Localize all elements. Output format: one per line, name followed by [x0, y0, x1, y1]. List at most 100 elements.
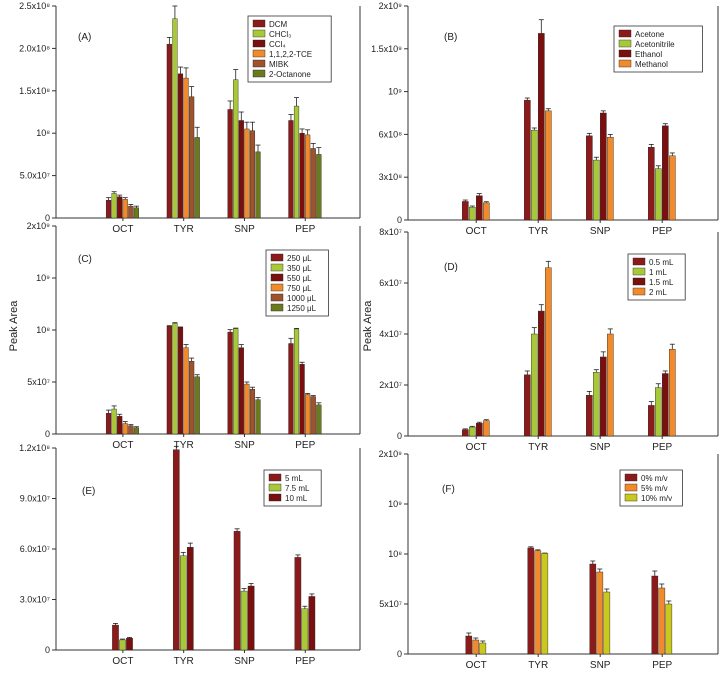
- x-tick-label: TYR: [174, 440, 194, 451]
- legend-label: 2 mL: [649, 288, 667, 297]
- bar: [648, 405, 655, 437]
- bar: [247, 585, 255, 651]
- y-tick-label: 5x10⁷: [27, 377, 50, 387]
- y-tick-label: 2.0x10⁸: [19, 43, 50, 53]
- bar: [531, 129, 538, 221]
- y-tick-label: 1.5x10⁹: [371, 44, 402, 54]
- x-tick-label: OCT: [112, 440, 133, 451]
- x-tick-label: OCT: [466, 660, 487, 671]
- legend-swatch: [252, 19, 266, 28]
- x-tick-label: TYR: [174, 656, 194, 667]
- y-tick-label: 1.5x10⁸: [19, 86, 50, 96]
- legend-label: Acetone: [635, 30, 665, 39]
- bar: [476, 195, 483, 221]
- legend-swatch: [270, 283, 284, 292]
- legend-label: 0.5 mL: [649, 258, 674, 267]
- x-tick-label: PEP: [295, 440, 315, 451]
- bar: [538, 310, 545, 437]
- x-tick-label: SNP: [234, 656, 255, 667]
- panel-title: (F): [442, 484, 455, 495]
- bar: [541, 553, 549, 655]
- bar: [308, 596, 316, 651]
- legend-swatch: [624, 483, 638, 492]
- bar: [293, 328, 300, 435]
- y-tick-label: 10⁹: [388, 87, 402, 97]
- bar: [111, 408, 117, 435]
- bar: [294, 557, 302, 651]
- legend-label: 7.5 mL: [285, 484, 310, 493]
- bar: [316, 404, 322, 435]
- bar: [462, 429, 469, 437]
- chart-panel-e: 0 3.0x10⁷ 6.0x10⁷ 9.0x10⁷ 1.2x10⁸ OCT TYR SNP PE…: [19, 443, 361, 667]
- bar: [534, 550, 542, 655]
- bar: [538, 33, 545, 221]
- bar: [607, 333, 614, 437]
- bar: [172, 449, 180, 651]
- legend-label: DCM: [269, 20, 288, 29]
- x-tick-label: SNP: [590, 442, 611, 453]
- legend-label: Ethanol: [635, 50, 662, 59]
- legend-swatch: [270, 253, 284, 262]
- bar: [177, 73, 184, 219]
- bar: [476, 423, 483, 437]
- bar: [527, 547, 535, 655]
- x-tick-label: TYR: [174, 224, 194, 235]
- bar: [603, 591, 611, 655]
- legend-swatch: [252, 39, 266, 48]
- legend-label: CHCl₃: [269, 30, 291, 39]
- legend-swatch: [632, 277, 646, 286]
- bar: [249, 389, 256, 435]
- x-tick-label: TYR: [528, 226, 548, 237]
- bar: [655, 387, 662, 437]
- bar: [186, 547, 194, 651]
- panel-title: (A): [78, 32, 91, 43]
- bar: [658, 587, 666, 655]
- bar: [119, 639, 126, 651]
- panel-title: (D): [444, 262, 458, 273]
- bar: [111, 193, 117, 219]
- bar: [227, 109, 233, 219]
- bar: [524, 374, 531, 437]
- x-tick-label: PEP: [652, 660, 672, 671]
- bar: [545, 110, 552, 221]
- y-tick-label: 1.2x10⁸: [19, 443, 50, 453]
- bar: [593, 159, 600, 221]
- chart-panel-c: 0 5x10⁷ 10⁸ 10⁹ 2x10⁹ OCT TYR SNP PEP (C) 250 μL35…: [27, 221, 361, 451]
- panel-title: (E): [82, 486, 95, 497]
- bar: [596, 571, 604, 655]
- legend-swatch: [270, 263, 284, 272]
- bar: [249, 130, 256, 219]
- y-tick-label: 2x10⁹: [379, 1, 403, 11]
- bar: [183, 77, 189, 219]
- x-tick-label: OCT: [112, 656, 133, 667]
- legend-swatch: [624, 493, 638, 502]
- y-tick-label: 0: [397, 215, 402, 225]
- legend-swatch: [252, 59, 266, 68]
- legend-swatch: [270, 303, 284, 312]
- bar: [607, 137, 614, 221]
- legend-label: 1000 μL: [287, 294, 317, 303]
- legend-label: 2-Octanone: [269, 70, 311, 79]
- bar: [244, 128, 250, 219]
- y-tick-label: 3.0x10⁷: [20, 595, 50, 605]
- legend-swatch: [632, 257, 646, 266]
- x-tick-label: PEP: [295, 656, 315, 667]
- bar: [600, 112, 607, 221]
- bar: [545, 267, 552, 437]
- bar: [194, 137, 200, 219]
- x-tick-label: PEP: [295, 224, 315, 235]
- legend-label: Methanol: [635, 60, 668, 69]
- bar: [183, 347, 189, 435]
- bar: [586, 395, 593, 437]
- legend-label: MIBK: [269, 60, 289, 69]
- bar: [293, 105, 300, 219]
- legend-swatch: [624, 473, 638, 482]
- bar: [669, 349, 676, 437]
- bar: [288, 343, 294, 435]
- y-tick-label: 0: [45, 429, 50, 439]
- y-tick-label: 0: [397, 431, 402, 441]
- chart-panel-b: 0 3x10⁸ 6x10⁸ 10⁹ 1.5x10⁹ 2x10⁹ OCT TYR SNP PEP (B…: [371, 1, 719, 237]
- bar: [669, 155, 676, 221]
- legend-swatch: [252, 49, 266, 58]
